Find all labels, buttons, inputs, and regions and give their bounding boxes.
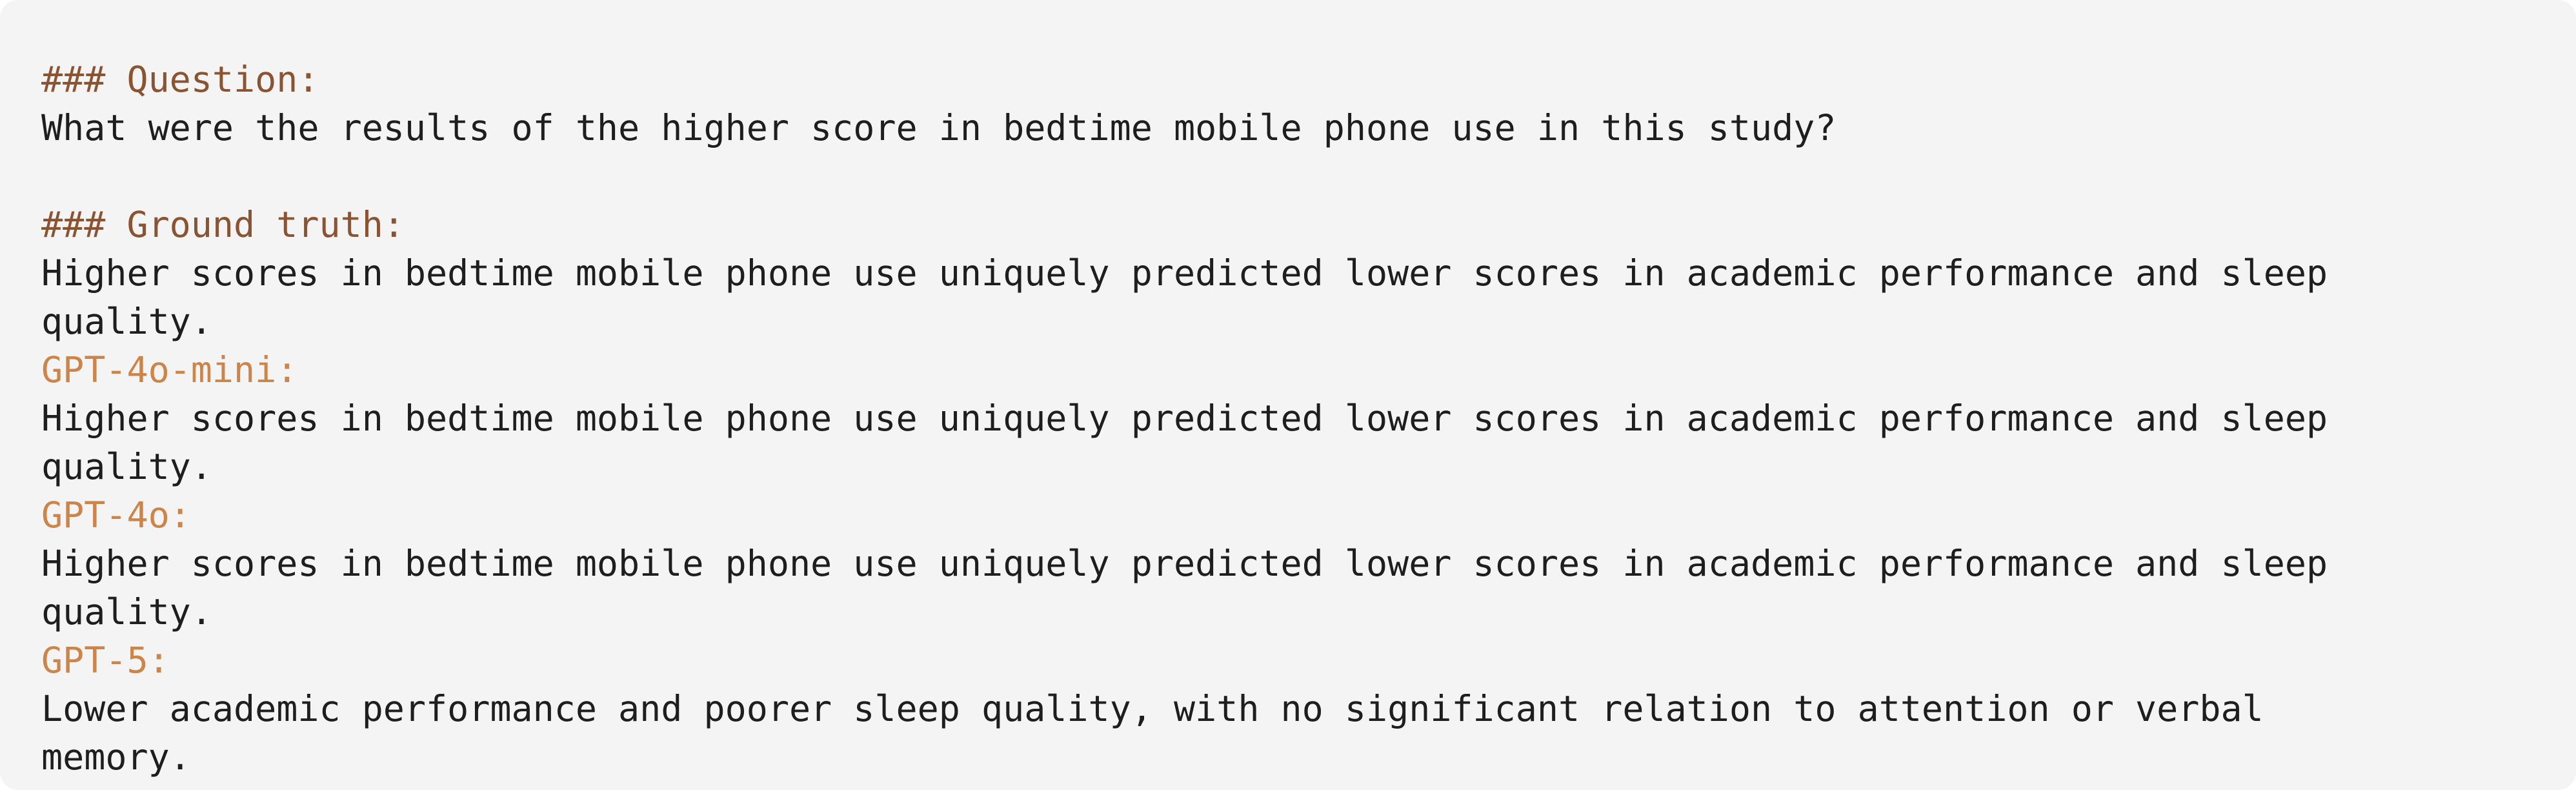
ground-truth-heading: ### Ground truth:	[41, 204, 405, 245]
answer-text-gpt-5: Lower academic performance and poorer sl…	[41, 688, 2285, 778]
question-text: What were the results of the higher scor…	[41, 107, 1836, 148]
model-label-gpt-4o-mini: GPT-4o-mini:	[41, 349, 298, 390]
model-label-gpt-5: GPT-5:	[41, 640, 170, 681]
section-spacer	[41, 152, 2535, 201]
question-heading: ### Question:	[41, 59, 319, 100]
answer-text-gpt-4o-mini: Higher scores in bedtime mobile phone us…	[41, 398, 2350, 487]
model-label-gpt-4o: GPT-4o:	[41, 494, 191, 536]
answer-text-gpt-4o: Higher scores in bedtime mobile phone us…	[41, 543, 2350, 633]
ground-truth-text: Higher scores in bedtime mobile phone us…	[41, 252, 2350, 342]
